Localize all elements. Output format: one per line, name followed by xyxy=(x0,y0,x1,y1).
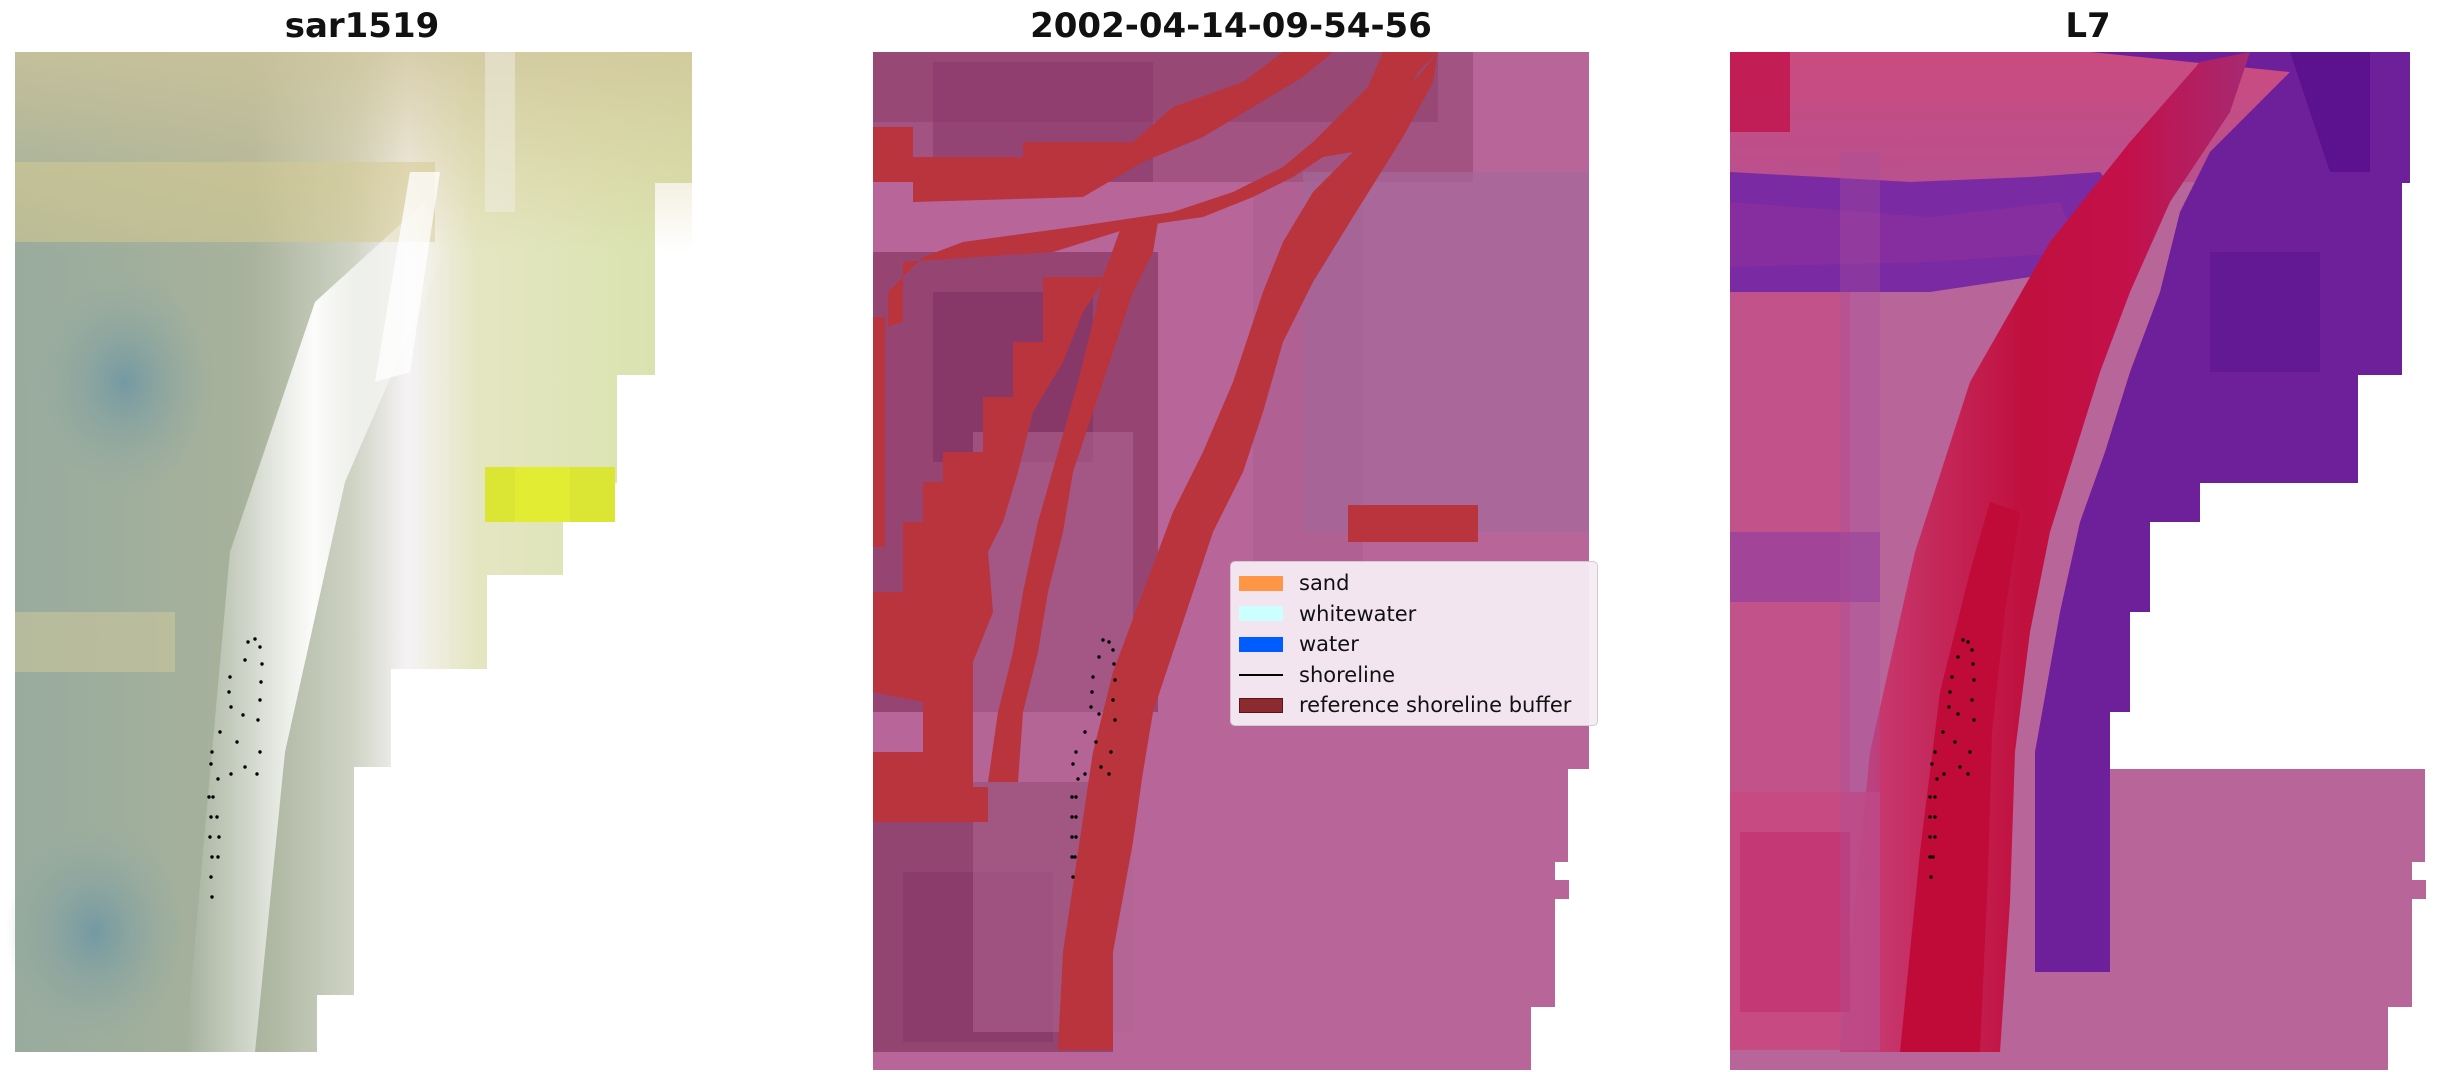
water-swatch xyxy=(1239,636,1283,652)
legend-label-reference-buffer: reference shoreline buffer xyxy=(1299,693,1572,718)
legend-item-whitewater: whitewater xyxy=(1239,599,1587,630)
legend-item-sand: sand xyxy=(1239,568,1587,599)
legend-label-water: water xyxy=(1299,632,1359,657)
legend-item-shoreline: shoreline xyxy=(1239,660,1587,691)
legend-label-sand: sand xyxy=(1299,571,1350,596)
rgb-image-panel xyxy=(5,52,692,1052)
reference-buffer-swatch xyxy=(1239,697,1283,713)
legend-item-water: water xyxy=(1239,629,1587,660)
sand-swatch xyxy=(1239,575,1283,591)
shoreline-points xyxy=(1928,638,1976,879)
shoreline-points xyxy=(1070,638,1117,879)
panel-title-nir: L7 xyxy=(2065,6,2111,46)
panel-title-rgb: sar1519 xyxy=(284,6,440,46)
panel-title-classified: 2002-04-14-09-54-56 xyxy=(1030,6,1432,46)
classification-legend: sand whitewater water shoreline referenc… xyxy=(1230,561,1598,726)
reference-shoreline-buffer xyxy=(873,52,1478,1050)
l7-image-panel xyxy=(1730,52,2426,1070)
legend-label-shoreline: shoreline xyxy=(1299,662,1396,687)
shoreline-line-swatch xyxy=(1239,673,1283,676)
whitewater-swatch xyxy=(1239,606,1283,622)
classified-image-panel xyxy=(873,52,1589,1070)
shoreline-points xyxy=(207,637,264,899)
legend-item-reference-buffer: reference shoreline buffer xyxy=(1239,690,1587,721)
legend-label-whitewater: whitewater xyxy=(1299,601,1417,626)
